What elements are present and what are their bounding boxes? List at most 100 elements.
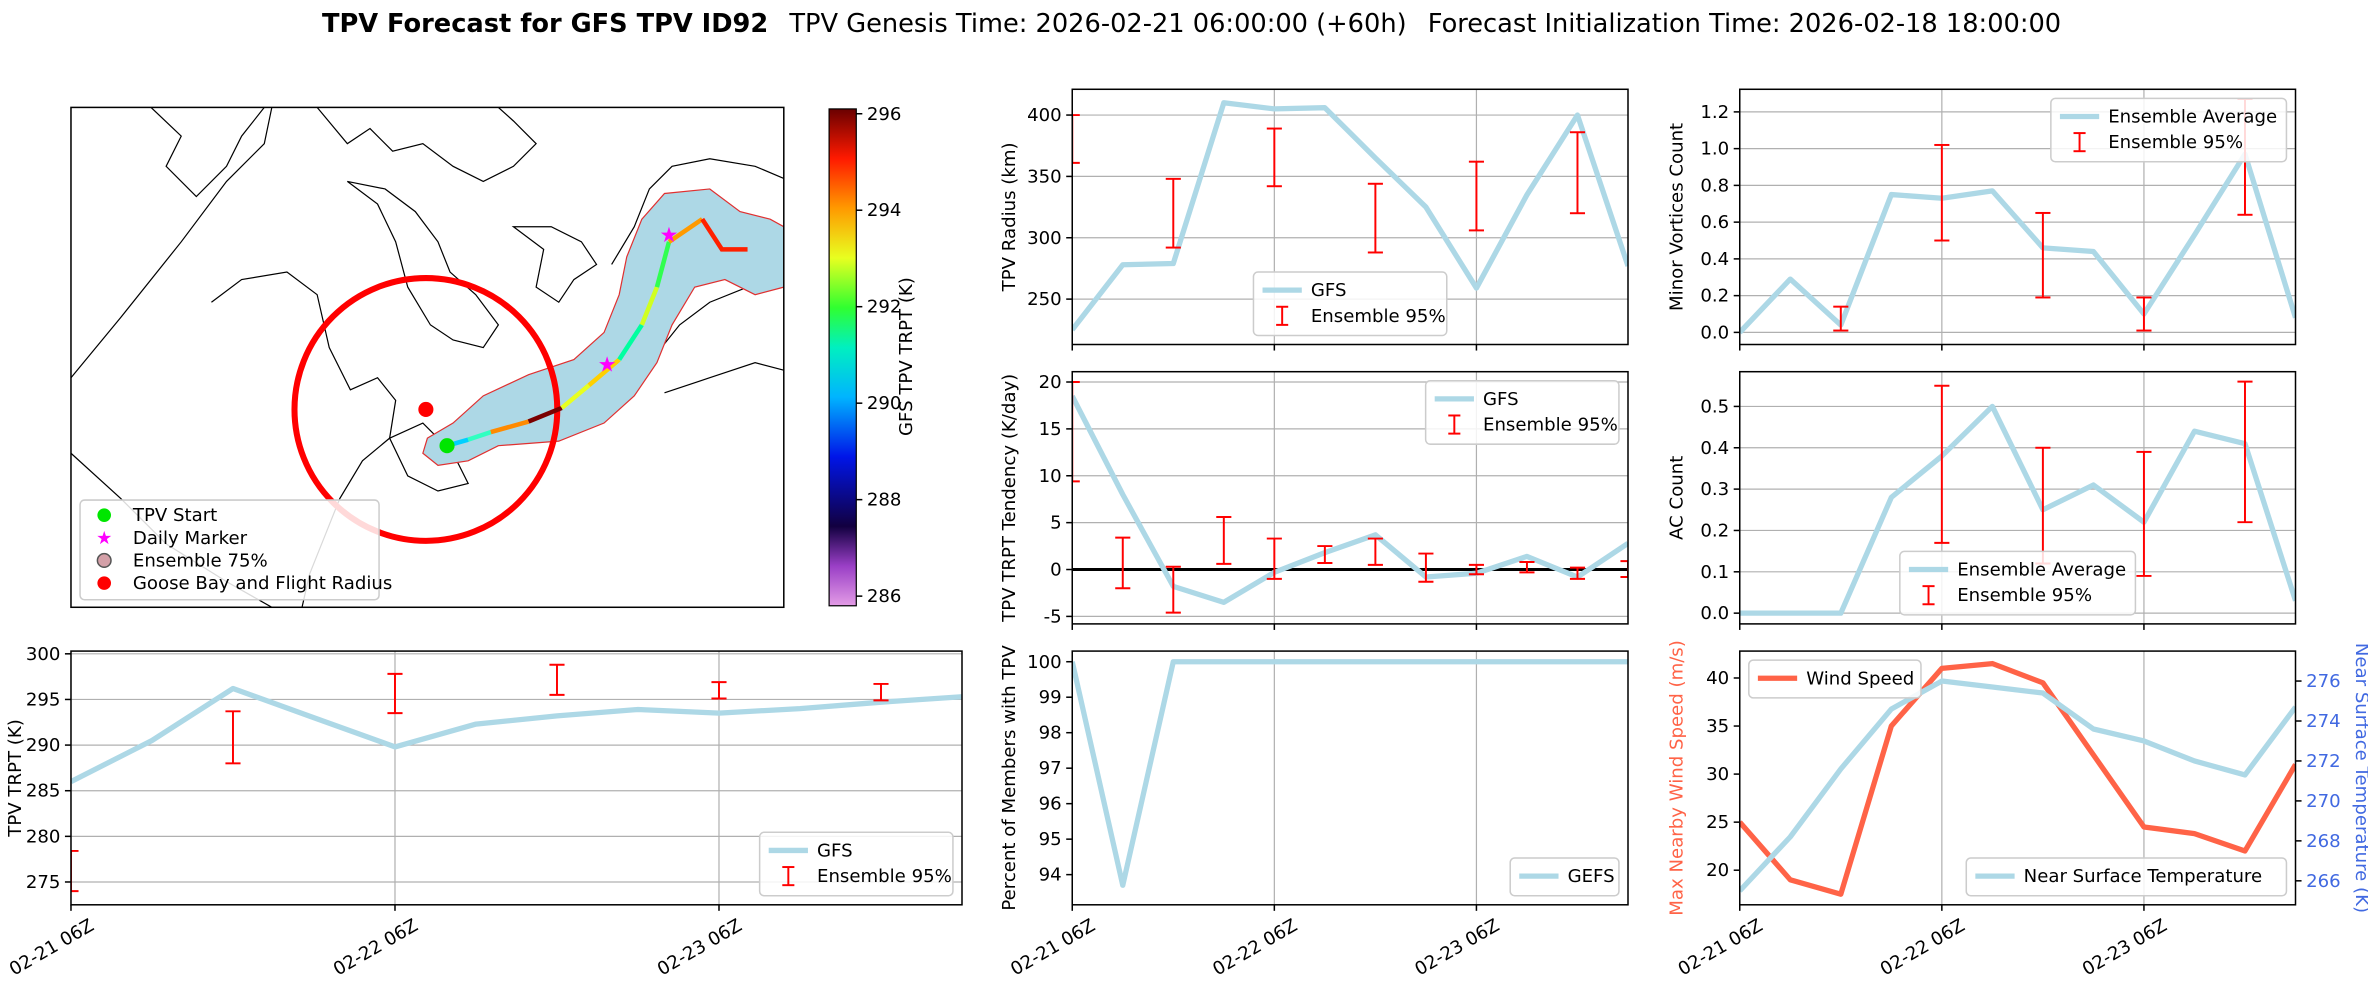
error-bar [1468, 160, 1484, 232]
y-tick-label: 280 [26, 826, 61, 847]
legend-box [1748, 659, 1922, 699]
y-axis-label: TPV Radius (km) [999, 142, 1020, 292]
error-bar [1165, 177, 1181, 249]
legend-label: Ensemble 95% [1311, 306, 1446, 327]
error-bar [1115, 536, 1131, 590]
title-init: Forecast Initialization Time: 2026-02-18… [1428, 9, 2061, 39]
coastline [346, 180, 500, 349]
legend-label: TPV Start [132, 505, 217, 526]
series-line [70, 685, 962, 784]
plot-frame [70, 650, 963, 906]
error-bar [1620, 560, 1628, 579]
title-main: TPV Forecast for GFS TPV ID92 [322, 9, 768, 39]
y-tick-label: 0.2 [1700, 520, 1729, 541]
y-tick-label: 99 [1039, 687, 1062, 708]
legend-label: Ensemble 95% [2108, 132, 2243, 153]
legend: Wind Speed [1748, 659, 1922, 699]
map-content: ★ ★ [70, 107, 784, 608]
y2-tick-label: 266 [2306, 871, 2341, 892]
legend-swatch [1922, 585, 1935, 606]
y-tick-label: 290 [26, 735, 61, 756]
coastline [70, 107, 273, 379]
error-bar [1072, 381, 1080, 483]
y-tick-label: 25 [1706, 812, 1729, 833]
x-tick-label: 02-23 06Z [2079, 915, 2171, 980]
legend-label: Daily Marker [133, 528, 248, 549]
y-axis-label: Percent of Members with TPV [999, 645, 1020, 911]
x-tick-label: 02-22 06Z [330, 915, 422, 980]
y-tick-label: 300 [1027, 228, 1062, 249]
y2-tick-label: 268 [2306, 831, 2341, 852]
legend-swatch [782, 866, 795, 887]
legend-label: Ensemble 95% [817, 866, 952, 887]
plot-frame [1071, 370, 1629, 625]
y-tick-label: 400 [1027, 105, 1062, 126]
colorbar-tick-label: 286 [867, 586, 902, 607]
y-tick-label: 350 [1027, 166, 1062, 187]
y-tick-label: 0.2 [1700, 286, 1729, 307]
y-tick-label: 0.4 [1700, 438, 1729, 459]
legend: GFS Ensemble 95% [758, 831, 954, 897]
legend-swatch [1448, 414, 1461, 435]
error-bar [1072, 114, 1080, 164]
legend-label: Wind Speed [1806, 668, 1914, 689]
legend: GFS Ensemble 95% [1424, 380, 1620, 445]
error-bar [2237, 380, 2253, 524]
error-bar [1569, 131, 1586, 215]
plot-area [1739, 371, 2296, 624]
series-line [1739, 678, 2296, 893]
y-tick-label: 5 [1050, 513, 1062, 534]
y-tick-label: 96 [1039, 794, 1062, 815]
error-bar [1468, 563, 1484, 576]
track [446, 217, 748, 448]
y-tick-label: 20 [1706, 860, 1729, 881]
legend-swatch [2073, 132, 2086, 153]
legend-label: Ensemble 95% [1483, 415, 1618, 436]
legend: Ensemble Average Ensemble 95% [2050, 97, 2288, 163]
x-tick-label: 02-21 06Z [1007, 915, 1099, 980]
coastline [316, 107, 537, 183]
error-bar [2136, 296, 2152, 332]
y2-tick-label: 272 [2306, 751, 2341, 772]
legend-label: Ensemble Average [1957, 560, 2126, 581]
legend-label: Ensemble 95% [1957, 585, 2092, 606]
plot-frame [1071, 88, 1629, 346]
y-tick-label: 0.6 [1700, 212, 1729, 233]
chart-panel: 0.0 0.1 0.2 0.3 0.4 0.5 AC Count Ensemble Avera… [1666, 370, 2297, 630]
legend-label: Goose Bay and Flight Radius [133, 573, 392, 594]
y-tick-label: 295 [26, 689, 61, 710]
chart-panel: 02-21 06Z 02-22 06Z 02-23 06Z 275 280 285 290 2… [5, 644, 963, 980]
y-tick-label: 97 [1039, 758, 1062, 779]
y-tick-label: 0.1 [1700, 562, 1729, 583]
legend-box [1509, 857, 1620, 897]
legend-box [2050, 97, 2288, 163]
y-tick-label: 0 [1050, 560, 1062, 581]
y-tick-label: 0.3 [1700, 479, 1729, 500]
legend-label: Ensemble Average [2108, 107, 2277, 128]
y-tick-label: 275 [26, 872, 61, 893]
chart-panel: -5 0 5 10 15 20 TPV TRPT Tendency (K/day) GFS En… [999, 370, 1629, 630]
y-axis-label: AC Count [1666, 456, 1687, 540]
y-tick-label: 30 [1706, 764, 1729, 785]
series-line [1739, 660, 2296, 897]
y-axis-label: Max Nearby Wind Speed (m/s) [1666, 640, 1687, 916]
error-bar [225, 710, 241, 765]
title-genesis: TPV Genesis Time: 2026-02-21 06:00:00 (+… [788, 9, 1406, 39]
plot-area [1739, 651, 2296, 905]
error-bar [549, 663, 565, 696]
x-tick-label: 02-21 06Z [6, 915, 98, 980]
y-tick-label: 0.0 [1700, 603, 1729, 624]
x-tick-label: 02-21 06Z [1675, 915, 1767, 980]
tpv-start [439, 438, 455, 454]
error-bar [1317, 545, 1333, 564]
plot-frame [1739, 88, 2297, 346]
map-frame [70, 106, 785, 609]
legend-box [79, 499, 380, 601]
chart-panel: 0.0 0.2 0.4 0.6 0.8 1.0 1.2 Minor Vortices Coun… [1666, 88, 2297, 351]
y-tick-label: 0.4 [1700, 249, 1729, 270]
colorbar-tick-label: 294 [867, 200, 902, 221]
y2-tick-label: 274 [2306, 711, 2341, 732]
y-tick-label: 300 [26, 644, 61, 665]
y-tick-label: 0.5 [1700, 396, 1729, 417]
error-bar [1833, 305, 1849, 332]
